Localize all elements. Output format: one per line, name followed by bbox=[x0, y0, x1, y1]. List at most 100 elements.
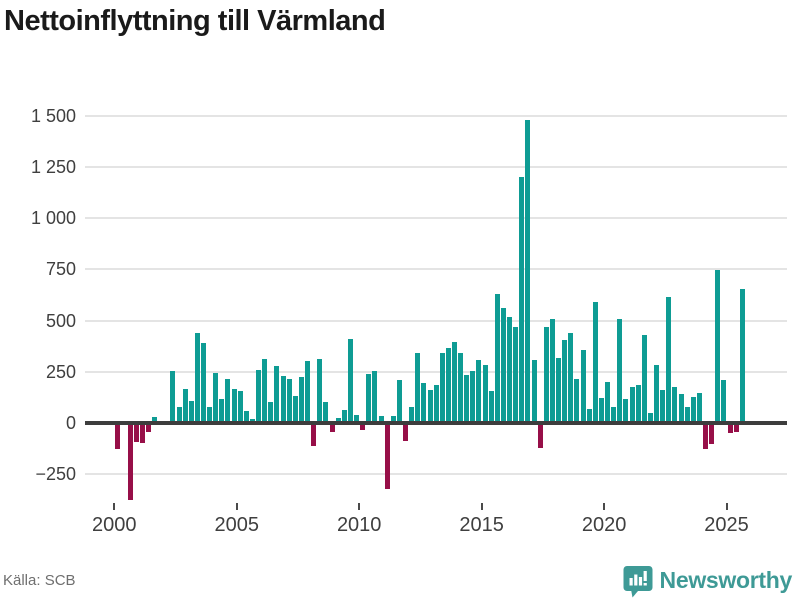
bar bbox=[145, 425, 151, 432]
bar bbox=[598, 398, 604, 421]
bar bbox=[556, 358, 562, 421]
bar bbox=[194, 333, 200, 421]
bar bbox=[231, 389, 237, 421]
bar bbox=[354, 415, 360, 421]
newsworthy-badge-icon bbox=[623, 565, 653, 600]
gridline bbox=[85, 114, 787, 117]
bar bbox=[690, 397, 696, 421]
bar bbox=[433, 385, 439, 421]
bar bbox=[482, 365, 488, 421]
bar bbox=[176, 407, 182, 421]
bar bbox=[115, 425, 121, 449]
newsworthy-wordmark: Newsworthy bbox=[659, 567, 793, 593]
bar bbox=[654, 365, 660, 421]
bar bbox=[347, 339, 353, 421]
y-tick-label: 250 bbox=[45, 361, 76, 382]
bar bbox=[703, 425, 708, 449]
bar bbox=[341, 410, 347, 421]
x-tick-label: 2020 bbox=[581, 514, 627, 536]
bar bbox=[647, 413, 653, 421]
bar bbox=[537, 425, 543, 448]
bar bbox=[696, 393, 702, 421]
x-tick-mark bbox=[480, 503, 483, 510]
bar bbox=[439, 353, 445, 421]
bar bbox=[635, 385, 641, 421]
bar bbox=[292, 396, 298, 421]
bar bbox=[458, 353, 464, 421]
source-label: Källa: SCB bbox=[3, 572, 76, 589]
bar bbox=[709, 425, 715, 444]
bar bbox=[672, 387, 678, 421]
bar bbox=[280, 376, 286, 421]
bar bbox=[286, 379, 292, 421]
bar bbox=[421, 383, 427, 421]
bar bbox=[298, 377, 304, 421]
bar bbox=[562, 340, 568, 421]
bar bbox=[384, 425, 390, 489]
bar bbox=[415, 353, 421, 421]
bar bbox=[360, 425, 366, 430]
bar bbox=[256, 370, 262, 421]
bar bbox=[543, 327, 549, 421]
bar bbox=[549, 319, 555, 421]
y-tick-label: 750 bbox=[45, 259, 76, 280]
x-tick-label: 2015 bbox=[459, 514, 504, 536]
x-tick-label: 2025 bbox=[704, 514, 749, 536]
x-tick-label: 2010 bbox=[336, 514, 382, 536]
bar bbox=[739, 289, 745, 421]
bar bbox=[721, 380, 727, 421]
bar bbox=[452, 342, 457, 421]
bar bbox=[219, 399, 225, 421]
y-tick-label: 500 bbox=[45, 310, 76, 331]
bar bbox=[733, 425, 739, 432]
bar bbox=[666, 297, 672, 421]
bar bbox=[605, 382, 611, 421]
x-tick-mark bbox=[235, 503, 238, 510]
gridline bbox=[85, 473, 787, 476]
bar bbox=[574, 379, 580, 421]
bar bbox=[623, 399, 629, 421]
bar bbox=[305, 361, 311, 421]
bar bbox=[476, 360, 482, 421]
bar bbox=[329, 425, 335, 432]
x-tick-mark bbox=[358, 503, 361, 510]
bar bbox=[592, 302, 598, 421]
bar bbox=[715, 270, 721, 421]
bar bbox=[243, 411, 249, 421]
bar bbox=[580, 350, 586, 421]
bar bbox=[390, 416, 396, 421]
bar bbox=[225, 379, 231, 421]
bar bbox=[213, 373, 219, 421]
bar bbox=[611, 407, 617, 421]
bar bbox=[335, 418, 341, 421]
gridline bbox=[85, 370, 787, 373]
bar bbox=[629, 387, 635, 421]
y-tick-label: 1 000 bbox=[30, 208, 76, 229]
y-tick-label: 1 250 bbox=[30, 157, 76, 178]
bar bbox=[568, 333, 574, 421]
bar bbox=[525, 120, 531, 421]
bar bbox=[378, 416, 384, 421]
bar bbox=[170, 371, 176, 421]
bar bbox=[403, 425, 409, 441]
bar bbox=[317, 359, 323, 421]
bar bbox=[237, 391, 243, 421]
bar bbox=[513, 327, 519, 421]
bar bbox=[507, 317, 513, 421]
x-tick-mark bbox=[725, 503, 728, 510]
bar bbox=[470, 371, 476, 421]
bar bbox=[201, 343, 206, 421]
bar bbox=[488, 391, 494, 421]
bar bbox=[249, 419, 255, 421]
bar bbox=[323, 402, 329, 421]
bar bbox=[188, 401, 194, 421]
bar bbox=[396, 380, 402, 421]
bar bbox=[531, 360, 537, 421]
gridline bbox=[85, 217, 787, 220]
chart-title: Nettoinflyttning till Värmland bbox=[4, 5, 386, 37]
y-tick-label: 0 bbox=[65, 413, 76, 433]
bar bbox=[494, 294, 500, 421]
bar bbox=[152, 417, 158, 421]
